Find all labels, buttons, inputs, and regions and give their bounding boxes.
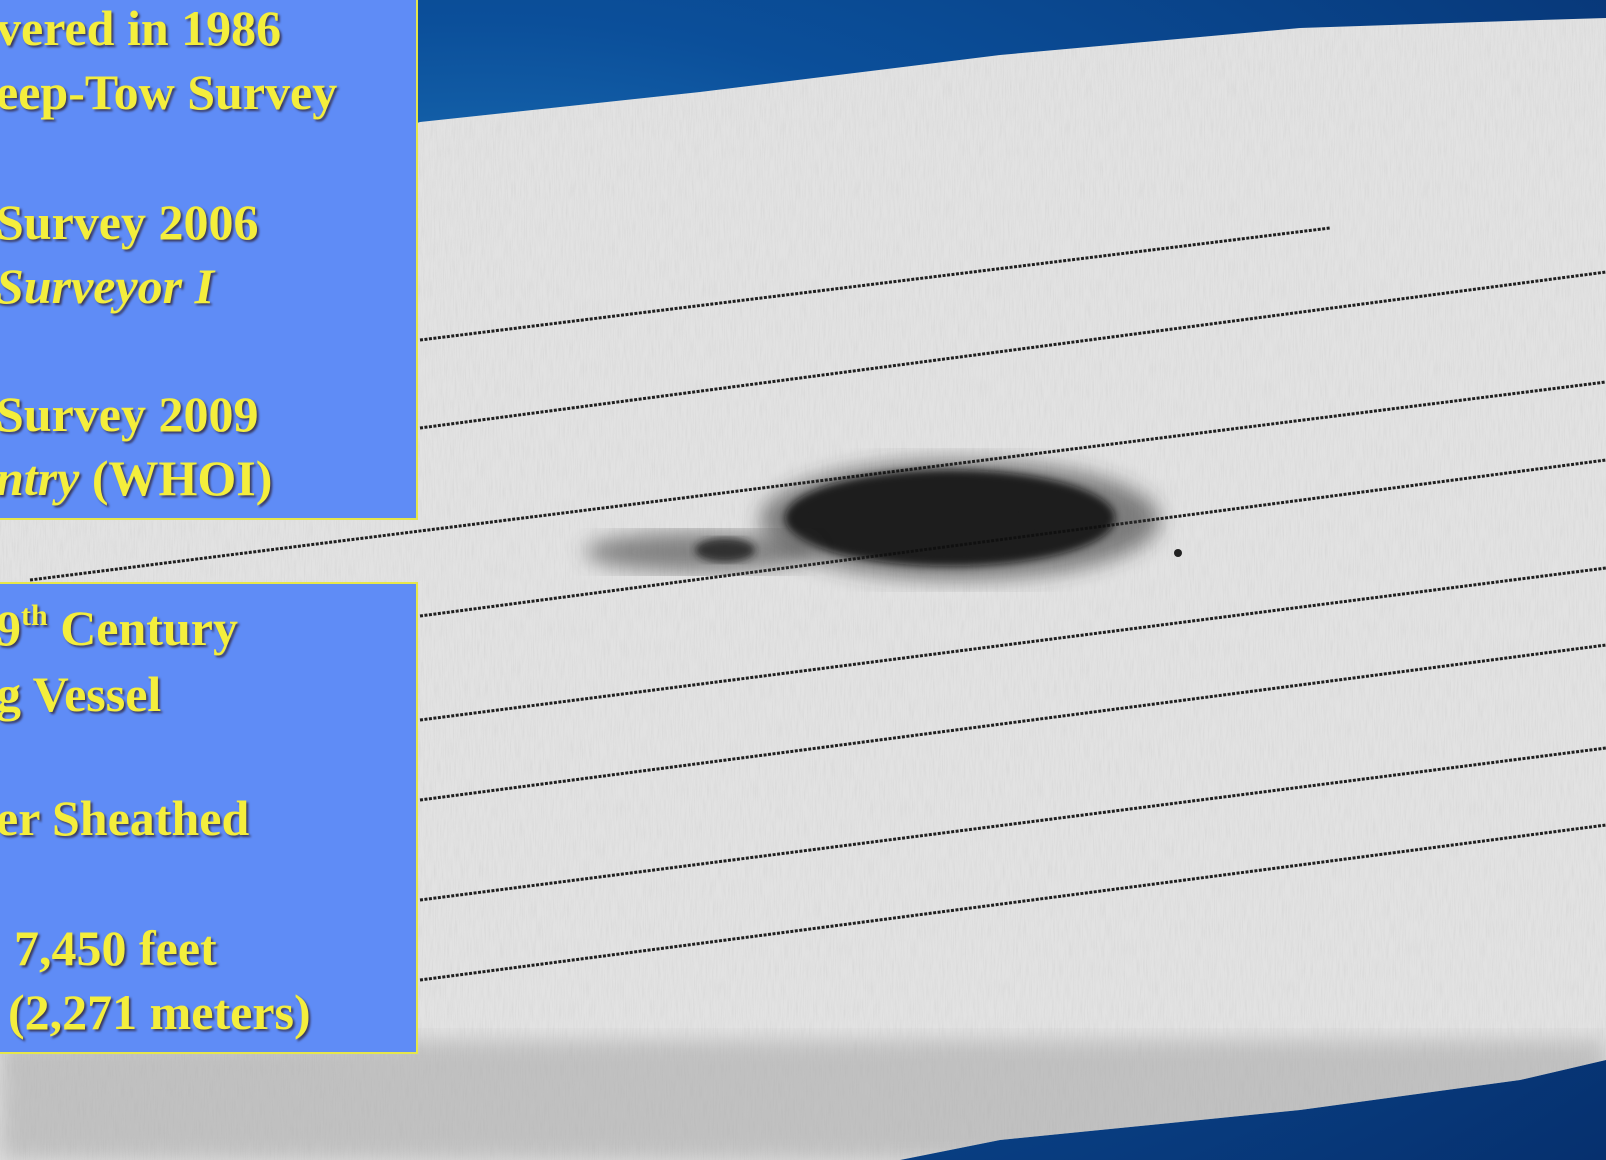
- sheathed-line: er Sheathed: [0, 790, 250, 846]
- surveyor-line: Surveyor I: [0, 258, 214, 314]
- sentry-name: ntry: [0, 450, 80, 506]
- century-line: 9th Century: [0, 600, 238, 656]
- vessel-line: g Vessel: [0, 666, 162, 722]
- survey-2009-line: Survey 2009: [0, 386, 259, 442]
- sentry-line: ntry (WHOI): [0, 450, 272, 506]
- depth-feet: 7,450 feet: [14, 920, 217, 976]
- surveyor-name: Surveyor I: [0, 258, 215, 314]
- vessel-info-panel: 9th Century g Vessel er Sheathed 7,450 f…: [0, 582, 418, 1054]
- survey-2006-line: Survey 2006: [0, 194, 259, 250]
- depth-meters: (2,271 meters): [8, 984, 311, 1040]
- century-label: Century: [47, 600, 238, 656]
- century-suffix: th: [21, 599, 48, 632]
- survey-info-panel: vered in 1986 eep-Tow Survey Survey 2006…: [0, 0, 418, 520]
- deep-tow-line: eep-Tow Survey: [0, 64, 338, 120]
- century-number: 9: [0, 600, 21, 656]
- discovery-line: vered in 1986: [0, 0, 282, 56]
- wreck-target: [585, 460, 1182, 580]
- whoi-label: (WHOI): [79, 450, 273, 506]
